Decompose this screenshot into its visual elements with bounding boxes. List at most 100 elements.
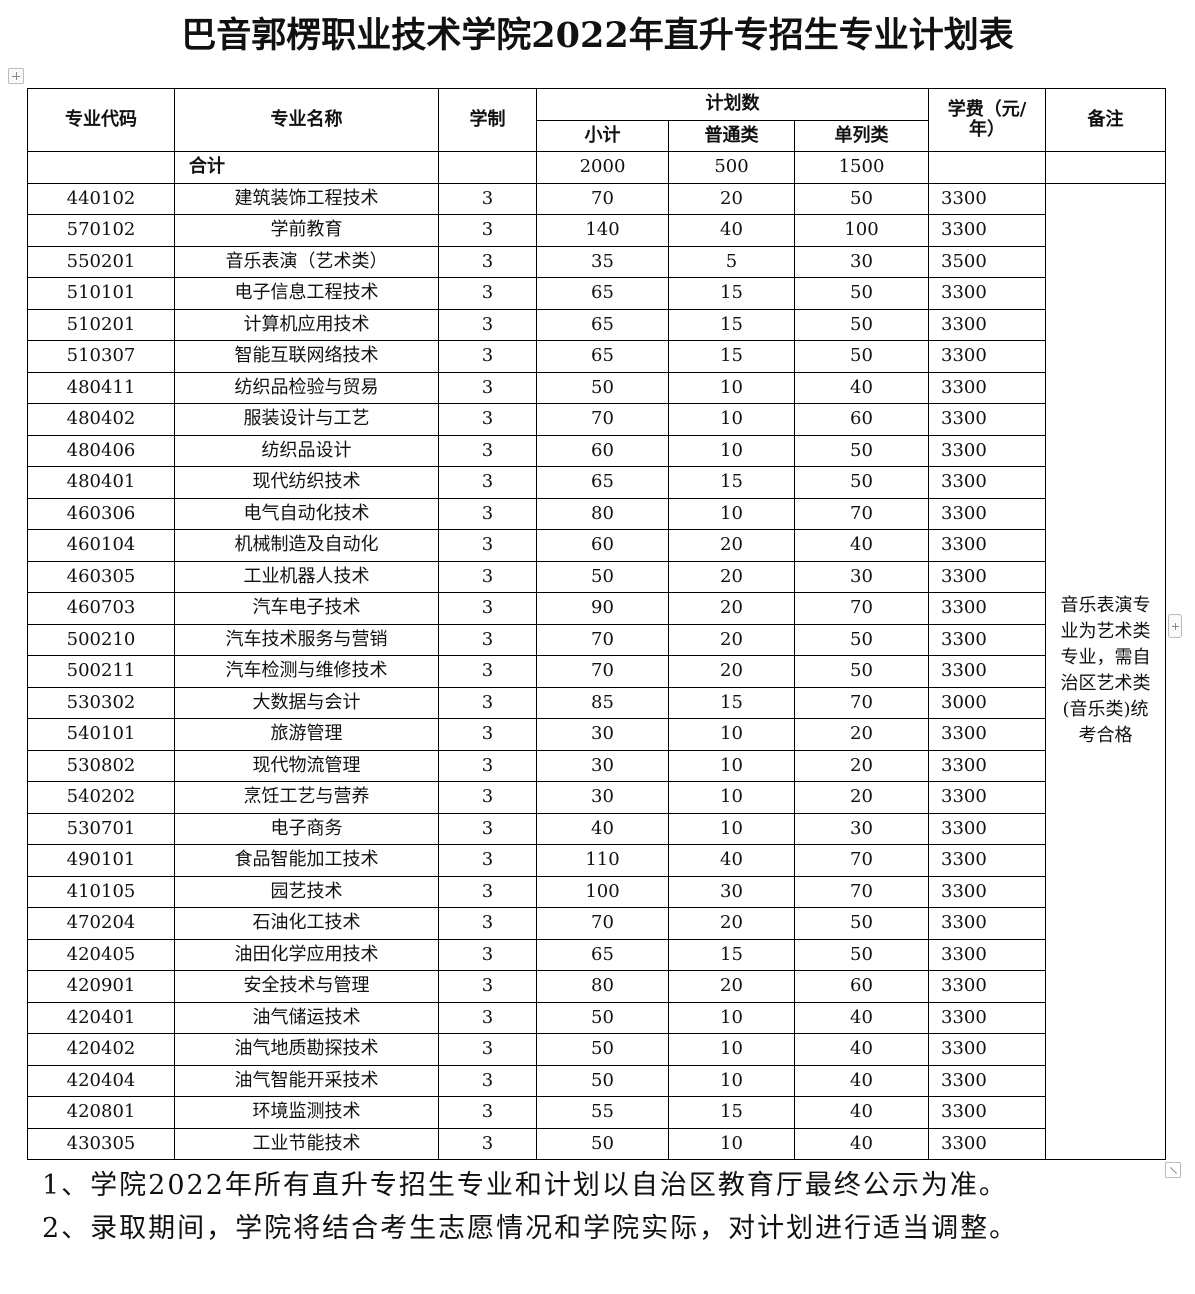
- table-row: 530802 现代物流管理 3 30 10 20 3300: [27, 749, 1166, 782]
- total-remark: [1045, 151, 1167, 184]
- plan-regular: 15: [668, 340, 795, 373]
- table-row: 460306 电气自动化技术 3 80 10 70 3300: [27, 497, 1166, 530]
- tuition-fee: 3300: [928, 718, 1047, 751]
- table-row: 500210 汽车技术服务与营销 3 70 20 50 3300: [27, 623, 1166, 656]
- plan-regular: 10: [668, 812, 795, 845]
- header-remark: 备注: [1045, 88, 1167, 152]
- plan-subtotal: 80: [536, 497, 669, 530]
- tuition-fee: 3300: [928, 844, 1047, 877]
- plan-subtotal: 65: [536, 340, 669, 373]
- duration: 3: [438, 403, 537, 436]
- tuition-fee: 3300: [928, 1096, 1047, 1129]
- plan-regular: 40: [668, 844, 795, 877]
- plan-subtotal: 70: [536, 907, 669, 940]
- major-code: 480411: [27, 371, 175, 404]
- plan-subtotal: 60: [536, 434, 669, 467]
- plan-separate: 40: [793, 1033, 930, 1066]
- plan-subtotal: 80: [536, 970, 669, 1003]
- plan-subtotal: 50: [536, 1033, 669, 1066]
- total-duration: [438, 151, 537, 184]
- major-code: 480401: [27, 466, 175, 499]
- header-subrow: 小计 普通类 单列类: [28, 119, 1166, 152]
- major-code: 530802: [27, 749, 175, 782]
- plan-regular: 20: [668, 623, 795, 656]
- major-code: 550201: [27, 245, 175, 278]
- plan-separate: 40: [793, 371, 930, 404]
- add-column-icon[interactable]: [1168, 614, 1182, 638]
- plan-separate: 40: [793, 1096, 930, 1129]
- table-row: 510307 智能互联网络技术 3 65 15 50 3300: [27, 340, 1166, 373]
- major-name: 食品智能加工技术: [174, 844, 439, 877]
- major-name: 工业机器人技术: [174, 560, 439, 593]
- plan-regular: 15: [668, 466, 795, 499]
- major-name: 工业节能技术: [174, 1127, 439, 1160]
- plan-separate: 20: [793, 749, 930, 782]
- major-name: 纺织品设计: [174, 434, 439, 467]
- table-row: 460104 机械制造及自动化 3 60 20 40 3300: [27, 529, 1166, 562]
- table-move-handle-icon[interactable]: [8, 68, 24, 84]
- major-name: 计算机应用技术: [174, 308, 439, 341]
- tuition-fee: 3300: [928, 655, 1047, 688]
- header-duration: 学制: [438, 88, 537, 152]
- tuition-fee: 3300: [928, 529, 1047, 562]
- tuition-fee: 3300: [928, 308, 1047, 341]
- plan-separate: 50: [793, 340, 930, 373]
- plan-subtotal: 60: [536, 529, 669, 562]
- plan-subtotal: 50: [536, 1127, 669, 1160]
- major-name: 电子信息工程技术: [174, 277, 439, 310]
- table-row: 510201 计算机应用技术 3 65 15 50 3300: [27, 308, 1166, 341]
- plan-separate: 70: [793, 844, 930, 877]
- plan-regular: 20: [668, 182, 795, 215]
- plan-regular: 10: [668, 1127, 795, 1160]
- table-row: 410105 园艺技术 3 100 30 70 3300: [27, 875, 1166, 908]
- major-name: 服装设计与工艺: [174, 403, 439, 436]
- table-resize-handle-icon[interactable]: [1165, 1162, 1181, 1178]
- table-row: 420404 油气智能开采技术 3 50 10 40 3300: [27, 1064, 1166, 1097]
- table-row: 540202 烹饪工艺与营养 3 30 10 20 3300: [27, 781, 1166, 814]
- major-code: 460305: [27, 560, 175, 593]
- note-2: 2、录取期间，学院将结合考生志愿情况和学院实际，对计划进行适当调整。: [42, 1213, 1019, 1244]
- major-code: 420402: [27, 1033, 175, 1066]
- major-code: 530701: [27, 812, 175, 845]
- duration: 3: [438, 812, 537, 845]
- major-code: 460306: [27, 497, 175, 530]
- table-row: 480411 纺织品检验与贸易 3 50 10 40 3300: [27, 371, 1166, 404]
- tuition-fee: 3300: [928, 812, 1047, 845]
- major-code: 430305: [27, 1127, 175, 1160]
- tuition-fee: 3300: [928, 1033, 1047, 1066]
- major-name: 现代纺织技术: [174, 466, 439, 499]
- total-fee: [928, 151, 1047, 184]
- plan-subtotal: 30: [536, 781, 669, 814]
- major-name: 汽车电子技术: [174, 592, 439, 625]
- table-row: 480402 服装设计与工艺 3 70 10 60 3300: [27, 403, 1166, 436]
- plan-regular: 10: [668, 781, 795, 814]
- table-row: 510101 电子信息工程技术 3 65 15 50 3300: [27, 277, 1166, 310]
- plan-subtotal: 55: [536, 1096, 669, 1129]
- major-code: 510201: [27, 308, 175, 341]
- total-regular: 500: [668, 151, 795, 184]
- table-row: 440102 建筑装饰工程技术 3 70 20 50 3300 音乐表演专业为艺术类专业，需自…: [27, 182, 1167, 1160]
- duration: 3: [438, 623, 537, 656]
- major-code: 540202: [27, 781, 175, 814]
- plan-regular: 30: [668, 875, 795, 908]
- plan-separate: 70: [793, 875, 930, 908]
- table-row: 540101 旅游管理 3 30 10 20 3300: [27, 718, 1166, 751]
- tuition-fee: 3300: [928, 1001, 1047, 1034]
- major-name: 油气地质勘探技术: [174, 1033, 439, 1066]
- plan-subtotal: 50: [536, 1001, 669, 1034]
- plan-separate: 40: [793, 1127, 930, 1160]
- major-name: 智能互联网络技术: [174, 340, 439, 373]
- tuition-fee: 3300: [928, 434, 1047, 467]
- duration: 3: [438, 308, 537, 341]
- enrollment-plan-table: 专业代码 专业名称 学制 计划数 学费（元/年） 备注 小计 普通类 单列类 合…: [27, 88, 1167, 1160]
- plan-regular: 20: [668, 655, 795, 688]
- remark-cell: 音乐表演专业为艺术类专业，需自治区艺术类(音乐类)统考合格: [1045, 182, 1167, 1160]
- plan-subtotal: 65: [536, 277, 669, 310]
- major-name: 现代物流管理: [174, 749, 439, 782]
- total-code: [27, 151, 175, 184]
- plan-separate: 70: [793, 497, 930, 530]
- total-subtotal: 2000: [536, 151, 669, 184]
- plan-regular: 15: [668, 308, 795, 341]
- table-row: 490101 食品智能加工技术 3 110 40 70 3300: [27, 844, 1166, 877]
- plan-separate: 50: [793, 907, 930, 940]
